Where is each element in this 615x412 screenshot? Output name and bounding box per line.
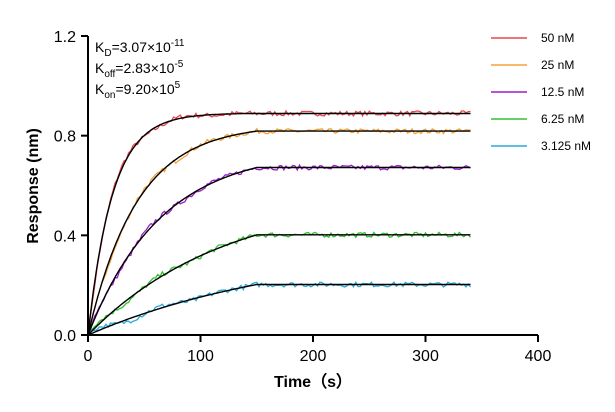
y-tick-label: 0.0 bbox=[54, 328, 76, 345]
kinetic-constant-label: Kon=9.20×105 bbox=[95, 80, 181, 101]
y-tick-label: 0.4 bbox=[54, 228, 76, 245]
legend: 50 nM 25 nM 12.5 nM 6.25 nM 3.125 nM bbox=[491, 31, 591, 153]
x-axis-ticks: 0 100 200 300 400 bbox=[84, 335, 552, 365]
fit-curve bbox=[87, 130, 471, 336]
legend-label: 25 nM bbox=[541, 58, 574, 72]
x-tick-label: 100 bbox=[187, 348, 214, 365]
fit-curve bbox=[87, 166, 471, 336]
x-axis-title: Time（s） bbox=[274, 373, 352, 391]
y-tick-label: 1.2 bbox=[54, 29, 76, 46]
plot-area bbox=[87, 109, 472, 336]
fit-curve bbox=[87, 234, 471, 336]
legend-label: 6.25 nM bbox=[541, 112, 584, 126]
fit-curve bbox=[87, 112, 471, 336]
legend-label: 12.5 nM bbox=[541, 85, 584, 99]
legend-label: 3.125 nM bbox=[541, 139, 591, 153]
data-trace bbox=[87, 127, 471, 334]
legend-label: 50 nM bbox=[541, 31, 574, 45]
data-trace bbox=[87, 280, 472, 334]
y-tick-label: 0.8 bbox=[54, 129, 76, 146]
kinetic-constant-label: KD=3.07×10-11 bbox=[95, 38, 185, 59]
y-axis-title: Response (nm) bbox=[25, 128, 42, 244]
x-tick-label: 200 bbox=[300, 348, 327, 365]
data-trace bbox=[87, 109, 471, 336]
x-tick-label: 0 bbox=[84, 348, 93, 365]
fit-curve bbox=[87, 283, 471, 336]
x-tick-label: 300 bbox=[412, 348, 439, 365]
kinetic-constant-label: Koff=2.83×10-5 bbox=[95, 59, 184, 80]
x-tick-label: 400 bbox=[525, 348, 552, 365]
y-axis-ticks: 0.0 0.4 0.8 1.2 bbox=[54, 29, 88, 345]
